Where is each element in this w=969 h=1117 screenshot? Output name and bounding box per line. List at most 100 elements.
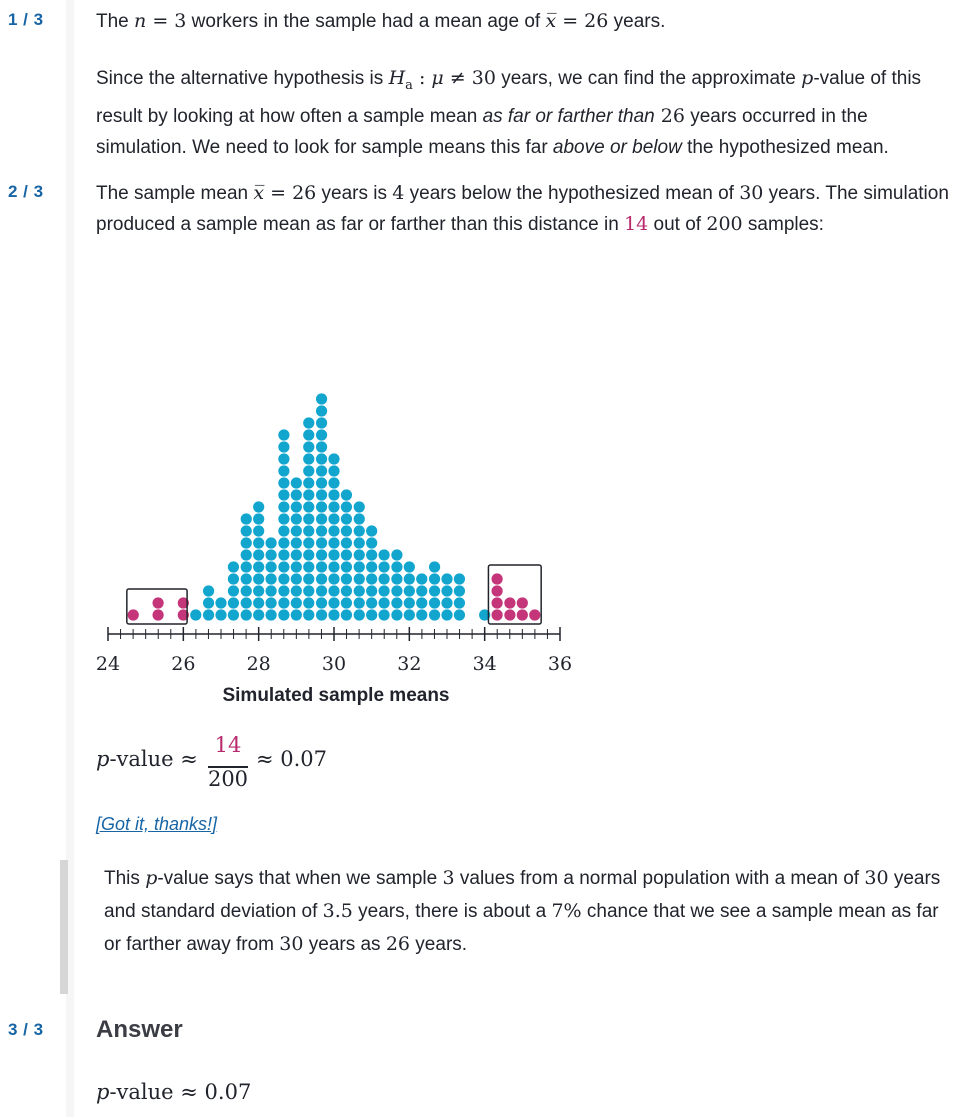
sample-dot xyxy=(240,513,252,525)
sample-dot xyxy=(202,585,215,597)
sample-dot xyxy=(391,549,403,561)
x-axis-label: Simulated sample means xyxy=(222,685,449,706)
sample-dot xyxy=(303,441,315,453)
sample-dot xyxy=(353,549,365,561)
sample-dot xyxy=(328,453,340,465)
sample-dot xyxy=(391,585,403,597)
extreme-sample-dot xyxy=(152,609,164,621)
sample-dot xyxy=(265,549,277,561)
sample-dot xyxy=(265,561,277,573)
sample-dot xyxy=(328,501,340,513)
sample-dot xyxy=(340,561,353,573)
step-number-2: 2 / 3 xyxy=(8,182,44,201)
sample-dot xyxy=(303,501,315,513)
extreme-sample-dot xyxy=(516,597,528,609)
sample-dot xyxy=(328,465,340,477)
extreme-sample-dot xyxy=(177,597,189,609)
sample-dot xyxy=(265,573,277,585)
sample-dot xyxy=(290,513,302,525)
tick-label: 28 xyxy=(247,653,271,675)
sample-dot xyxy=(315,537,328,549)
sample-dot xyxy=(315,573,328,585)
extreme-sample-dot xyxy=(127,609,139,621)
sample-dot xyxy=(366,525,378,537)
sample-dot xyxy=(315,441,328,453)
sample-dot xyxy=(353,561,365,573)
sample-dot xyxy=(403,609,415,621)
sample-dot xyxy=(315,609,328,621)
sample-dot xyxy=(253,597,265,609)
sample-dot xyxy=(290,477,302,489)
sample-dot xyxy=(303,549,315,561)
sample-dot xyxy=(340,573,353,585)
sample-dot xyxy=(278,549,290,561)
sample-dot xyxy=(340,597,353,609)
sample-dot xyxy=(340,609,353,621)
pvalue-formula: p-value ≈ 14 200 ≈ 0.07 xyxy=(96,733,496,795)
sample-dot xyxy=(240,549,252,561)
sample-dot xyxy=(278,609,290,621)
sample-dot xyxy=(253,549,265,561)
sample-dot xyxy=(441,597,453,609)
sample-dot xyxy=(278,465,290,477)
sample-dot xyxy=(328,513,340,525)
sample-dot xyxy=(340,525,353,537)
sample-dot xyxy=(215,609,227,621)
sample-dot xyxy=(278,453,290,465)
explanation-quote-bar xyxy=(60,860,68,994)
sample-dot xyxy=(366,573,378,585)
sample-dot xyxy=(328,489,340,501)
sample-dot xyxy=(391,597,403,609)
sample-dot xyxy=(278,573,290,585)
sample-dot xyxy=(403,597,415,609)
sample-dot xyxy=(416,585,428,597)
sample-dot xyxy=(328,477,340,489)
extreme-count: 14 xyxy=(624,213,649,235)
sample-dot xyxy=(366,537,378,549)
pvalue-label: p-value ≈ xyxy=(96,747,198,771)
tick-label: 26 xyxy=(171,653,195,675)
sample-dot xyxy=(353,573,365,585)
sample-dot xyxy=(303,609,315,621)
sample-dot xyxy=(353,585,365,597)
sample-dot xyxy=(278,561,290,573)
sample-dot xyxy=(328,609,340,621)
tick-label: 34 xyxy=(473,653,497,675)
sample-dot xyxy=(253,609,265,621)
sample-dot xyxy=(315,453,328,465)
sample-dot xyxy=(315,477,328,489)
sample-dot xyxy=(366,585,378,597)
sample-dot xyxy=(202,609,215,621)
sample-dot xyxy=(366,609,378,621)
sample-dot xyxy=(403,573,415,585)
sample-dot xyxy=(290,573,302,585)
sample-dot xyxy=(315,429,328,441)
sample-dot xyxy=(453,585,466,597)
extreme-sample-dot xyxy=(491,609,503,621)
sample-dot xyxy=(328,585,340,597)
sample-dot xyxy=(227,609,240,621)
sample-dot xyxy=(378,597,390,609)
sample-dot xyxy=(227,561,240,573)
sample-dot xyxy=(253,573,265,585)
sample-dot xyxy=(378,561,390,573)
extreme-sample-dot xyxy=(504,597,516,609)
sample-dot xyxy=(265,597,277,609)
sample-dot xyxy=(215,597,227,609)
sample-dot xyxy=(453,573,466,585)
tick-label: 30 xyxy=(322,653,346,675)
sample-dot xyxy=(290,597,302,609)
sample-dot xyxy=(315,561,328,573)
sample-dot xyxy=(403,585,415,597)
step1-intro: The n = 3 workers in the sample had a me… xyxy=(96,10,666,32)
sample-dot xyxy=(328,561,340,573)
sample-dot xyxy=(315,417,328,429)
sample-dot xyxy=(441,609,453,621)
extreme-sample-dot xyxy=(491,573,503,585)
pvalue-approx: ≈ 0.07 xyxy=(256,747,328,771)
sample-dot xyxy=(441,573,453,585)
sample-dot xyxy=(328,597,340,609)
got-it-link[interactable]: [Got it, thanks!] xyxy=(96,814,218,834)
sample-dot xyxy=(340,585,353,597)
sample-dot xyxy=(278,477,290,489)
